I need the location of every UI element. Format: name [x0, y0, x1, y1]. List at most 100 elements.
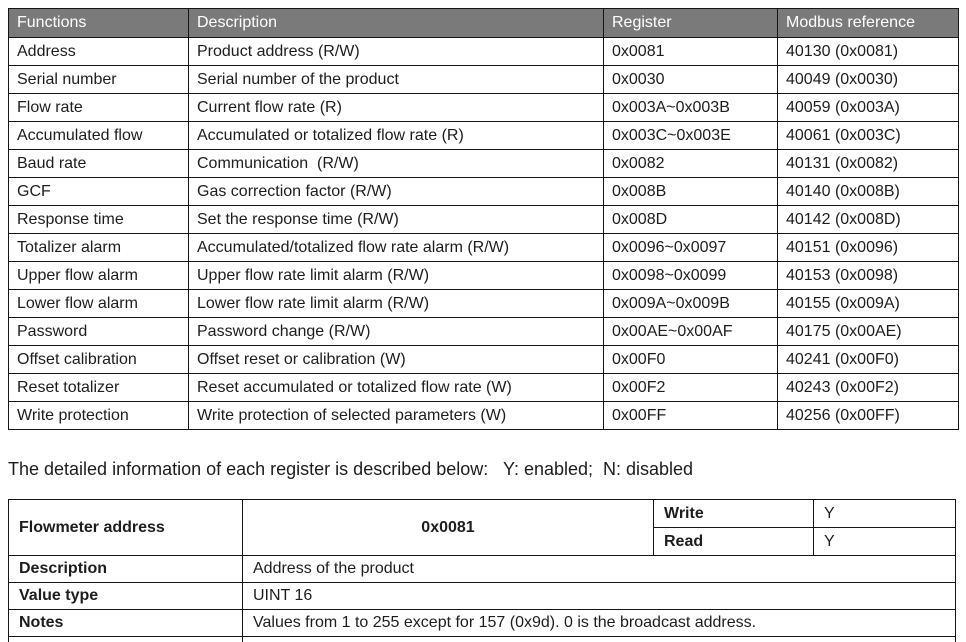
- table-cell: 40153 (0x0098): [777, 261, 959, 290]
- table-cell: Communication (R/W): [188, 149, 604, 178]
- column-header-modbus-reference: Modbus reference: [777, 8, 959, 38]
- table-cell: 0x00AE~0x00AF: [603, 317, 778, 346]
- table-cell: 40061 (0x003C): [777, 121, 959, 150]
- table-cell: 40175 (0x00AE): [777, 317, 959, 346]
- table-row: Reset totalizer Reset accumulated or tota…: [8, 373, 959, 402]
- table-cell: Reset accumulated or totalized flow rate…: [188, 373, 604, 402]
- table-cell: 0x008B: [603, 177, 778, 206]
- read-value: Y: [813, 527, 956, 556]
- table-cell: Current flow rate (R): [188, 93, 604, 122]
- table-row: Notes Values from 1 to 255 except for 15…: [8, 609, 956, 637]
- value-type-label: Value type: [8, 582, 243, 610]
- table-cell: 40140 (0x008B): [777, 177, 959, 206]
- table-cell: 0x0082: [603, 149, 778, 178]
- table-row: Address Product address (R/W) 0x0081 40130 …: [8, 37, 959, 66]
- table-cell: 0x0096~0x0097: [603, 233, 778, 262]
- column-header-description: Description: [188, 8, 604, 38]
- table-cell: Password change (R/W): [188, 317, 604, 346]
- table-cell: Accumulated/totalized flow rate alarm (R…: [188, 233, 604, 262]
- flowmeter-address-label: Flowmeter address: [8, 499, 243, 556]
- table-cell: 0x003A~0x003B: [603, 93, 778, 122]
- table-cell: 40256 (0x00FF): [777, 401, 959, 430]
- table-cell: Offset calibration: [8, 345, 189, 374]
- table-cell: Write protection of selected parameters …: [188, 401, 604, 430]
- table-cell: Response time: [8, 205, 189, 234]
- table-cell: Accumulated flow: [8, 121, 189, 150]
- table-cell: 0x009A~0x009B: [603, 289, 778, 318]
- value-type-value: UINT 16: [242, 582, 956, 610]
- table-cell: GCF: [8, 177, 189, 206]
- write-value: Y: [813, 499, 956, 528]
- table-cell: Address: [8, 37, 189, 66]
- table-cell: Lower flow rate limit alarm (R/W): [188, 289, 604, 318]
- table-cell: 0x0098~0x0099: [603, 261, 778, 290]
- table-cell: [8, 636, 243, 642]
- table-row: Baud rate Communication (R/W) 0x0082 40131 …: [8, 149, 959, 178]
- table-cell: Accumulated or totalized flow rate (R): [188, 121, 604, 150]
- table-row: Description Address of the product: [8, 555, 956, 583]
- table-cell: 0x0030: [603, 65, 778, 94]
- table-row: Password Password change (R/W) 0x00AE~0x00…: [8, 317, 959, 346]
- table-cell: Offset reset or calibration (W): [188, 345, 604, 374]
- table-cell: Write protection: [8, 401, 189, 430]
- table-cell: 40241 (0x00F0): [777, 345, 959, 374]
- description-label: Description: [8, 555, 243, 583]
- table-row: Flow rate Current flow rate (R) 0x003A~0x0…: [8, 93, 959, 122]
- table-cell: 40049 (0x0030): [777, 65, 959, 94]
- table-cell: Totalizer alarm: [8, 233, 189, 262]
- register-table-body: Address Product address (R/W) 0x0081 40130 …: [8, 37, 959, 430]
- table-cell: 40155 (0x009A): [777, 289, 959, 318]
- table-row: Upper flow alarm Upper flow rate limit al…: [8, 261, 959, 290]
- flowmeter-address-value: 0x0081: [242, 499, 654, 556]
- column-header-register: Register: [603, 8, 778, 38]
- table-row: Lower flow alarm Lower flow rate limit al…: [8, 289, 959, 318]
- column-header-functions: Functions: [8, 8, 189, 38]
- table-row: Response time Set the response time (R/W)…: [8, 205, 959, 234]
- table-cell: 40059 (0x003A): [777, 93, 959, 122]
- table-cell: 0x008D: [603, 205, 778, 234]
- notes-value: Values from 1 to 255 except for 157 (0x9…: [242, 609, 956, 637]
- table-row: Flowmeter address 0x0081 Write Y: [8, 499, 956, 556]
- table-cell: 40142 (0x008D): [777, 205, 959, 234]
- table-cell: Flow rate: [8, 93, 189, 122]
- table-cell: Password: [8, 317, 189, 346]
- register-detail-table: Flowmeter address 0x0081 Write Y Read Y …: [8, 499, 956, 642]
- register-table-header-row: Functions Description Register Modbus re…: [8, 8, 959, 38]
- read-label: Read: [653, 527, 814, 556]
- table-cell: 0x00F0: [603, 345, 778, 374]
- table-cell: Serial number: [8, 65, 189, 94]
- table-cell: Upper flow rate limit alarm (R/W): [188, 261, 604, 290]
- table-row: Write protection Write protection of sele…: [8, 401, 959, 430]
- table-cell: 40131 (0x0082): [777, 149, 959, 178]
- description-value: Address of the product: [242, 555, 956, 583]
- table-cell: 0x00F2: [603, 373, 778, 402]
- table-row: Totalizer alarm Accumulated/totalized flo…: [8, 233, 959, 262]
- table-cell: 40151 (0x0096): [777, 233, 959, 262]
- table-cell: 0x003C~0x003E: [603, 121, 778, 150]
- table-row: GCF Gas correction factor (R/W) 0x008B 4014…: [8, 177, 959, 206]
- table-cell: Lower flow alarm: [8, 289, 189, 318]
- register-table: Functions Description Register Modbus re…: [8, 8, 959, 430]
- intro-text: The detailed information of each registe…: [8, 459, 694, 479]
- table-cell: 40243 (0x00F2): [777, 373, 959, 402]
- table-row: Value type UINT 16: [8, 582, 956, 610]
- table-cell: Serial number of the product: [188, 65, 604, 94]
- table-row: Serial number Serial number of the produc…: [8, 65, 959, 94]
- table-cell: [242, 636, 956, 642]
- table-row: Read Y: [9, 527, 956, 556]
- table-cell: 0x0081: [603, 37, 778, 66]
- table-cell: Product address (R/W): [188, 37, 604, 66]
- table-row: Accumulated flow Accumulated or totalized…: [8, 121, 959, 150]
- table-row-cutoff: [8, 636, 956, 642]
- table-cell: 40130 (0x0081): [777, 37, 959, 66]
- table-cell: 0x00FF: [603, 401, 778, 430]
- table-cell: Upper flow alarm: [8, 261, 189, 290]
- table-cell: Gas correction factor (R/W): [188, 177, 604, 206]
- table-cell: Reset totalizer: [8, 373, 189, 402]
- table-row: Offset calibration Offset reset or calibr…: [8, 345, 959, 374]
- write-label: Write: [653, 499, 814, 528]
- table-cell: Set the response time (R/W): [188, 205, 604, 234]
- table-cell: Baud rate: [8, 149, 189, 178]
- notes-label: Notes: [8, 609, 243, 637]
